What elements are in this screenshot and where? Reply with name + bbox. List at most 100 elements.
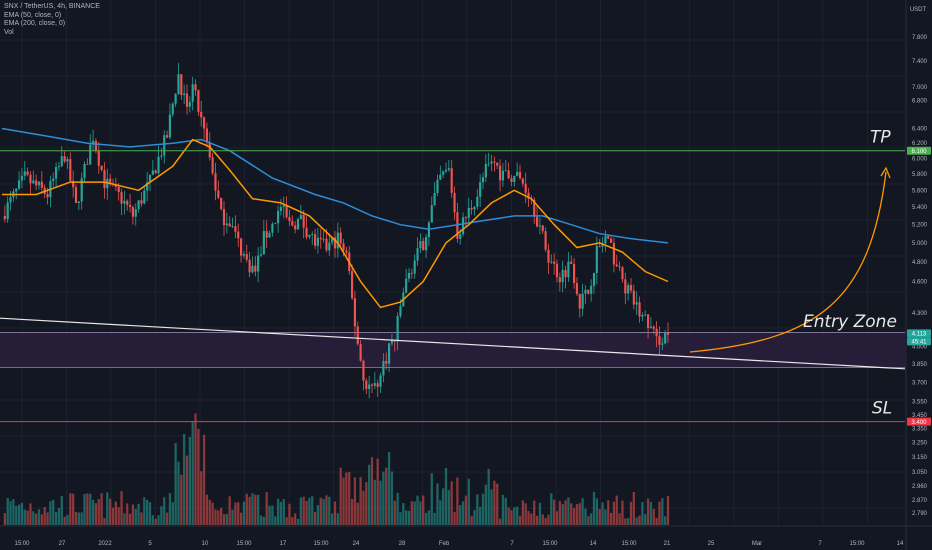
candle-body <box>607 235 610 239</box>
candle-body <box>365 380 368 390</box>
volume-bar <box>430 473 433 525</box>
volume-bar <box>54 511 58 525</box>
candle-body <box>302 214 305 228</box>
volume-bar <box>510 510 513 525</box>
candle-body <box>570 261 573 265</box>
volume-bar <box>251 493 254 525</box>
volume-bar <box>311 496 314 525</box>
volume-bar <box>646 498 650 525</box>
candle-body <box>615 264 618 267</box>
volume-bar <box>396 492 399 525</box>
price-axis[interactable]: USDT 7.800 7.400 7.000 6.800 6.400 6.200 6.000 5… <box>905 0 931 550</box>
volume-bar <box>66 514 69 525</box>
volume-bar <box>163 497 166 525</box>
projection-arrow[interactable] <box>689 171 887 353</box>
volume-bar <box>333 501 337 525</box>
time-axis[interactable]: 15:00 27 2022 5 10 15:00 17 15:00 24 28 Feb 7 15:00 1… <box>0 525 932 547</box>
candle-body <box>103 170 106 189</box>
symbol-title[interactable]: SNX / TetherUS, 4h, BINANCE <box>4 3 100 10</box>
candle-body <box>405 278 408 293</box>
volume-bar <box>94 503 98 525</box>
volume-bar <box>439 500 442 525</box>
chart-legend: SNX / TetherUS, 4h, BINANCE EMA (50, clo… <box>4 3 100 37</box>
volume-bar <box>609 512 613 525</box>
volume-bar <box>285 517 288 525</box>
volume-bar <box>416 495 419 525</box>
candle-body <box>163 135 166 156</box>
volume-bar <box>493 480 496 525</box>
volume-bar <box>220 507 223 525</box>
candle-body <box>268 232 271 238</box>
candle-body <box>629 285 633 291</box>
candle-body <box>382 360 385 376</box>
time-tick: 15:00 <box>542 541 558 547</box>
volume-bar <box>592 491 596 525</box>
candle-body <box>390 340 394 344</box>
candle-body <box>638 302 641 317</box>
candle-body <box>151 170 154 175</box>
candle-body <box>359 344 362 361</box>
volume-bar <box>473 510 476 525</box>
candle-body <box>467 207 470 219</box>
volume-bar <box>15 505 18 525</box>
candle-body <box>444 169 448 172</box>
candle-body <box>612 242 616 265</box>
volume-bar <box>516 506 519 525</box>
volume-bar <box>279 501 283 525</box>
volume-bar <box>649 501 653 525</box>
candle-body <box>183 93 186 96</box>
volume-bar <box>370 457 374 525</box>
candle-body <box>649 326 653 328</box>
candle-body <box>513 175 516 182</box>
volume-bar <box>544 518 547 525</box>
candle-body <box>595 246 598 274</box>
volume-legend[interactable]: Vol <box>4 28 14 36</box>
ema200-line <box>1 127 669 244</box>
volume-bar <box>595 498 598 525</box>
ema200-legend[interactable]: EMA (200, close, 0) <box>4 20 66 27</box>
volume-bar <box>254 494 257 525</box>
volume-bar <box>154 518 157 525</box>
candle-body <box>296 219 300 230</box>
candle-body <box>154 170 157 174</box>
volume-bar <box>533 500 536 525</box>
candle-body <box>35 180 38 186</box>
candle-body <box>279 207 283 211</box>
candle-body <box>396 316 399 342</box>
volume-bar <box>294 513 297 525</box>
volume-bar <box>521 500 524 525</box>
volume-bar <box>49 501 52 525</box>
price-tick: 2.870 <box>912 498 928 504</box>
price-tick: 6.000 <box>912 156 928 162</box>
ema50-legend[interactable]: EMA (50, close, 0) <box>4 11 62 19</box>
volume-bar <box>146 499 149 525</box>
drawing-overlays[interactable]: TP Entry Zone SL <box>0 128 906 423</box>
candle-body <box>627 285 630 294</box>
trendline[interactable] <box>0 317 906 370</box>
candle-body <box>407 272 411 279</box>
volume-bar <box>328 496 331 525</box>
volume-bar <box>658 501 661 525</box>
volume-bar <box>35 513 38 525</box>
candle-body <box>262 231 265 255</box>
volume-bar <box>405 510 408 525</box>
time-tick: 15:00 <box>849 541 865 547</box>
candle-body <box>624 279 627 294</box>
candle-body <box>89 144 92 165</box>
volume-bar <box>171 502 174 525</box>
candle-body <box>533 199 536 217</box>
candle-body <box>23 171 26 176</box>
entry-zone-box[interactable] <box>0 332 905 368</box>
volume-bar <box>621 500 624 525</box>
volume-bar <box>6 497 9 525</box>
candle-body <box>282 205 285 208</box>
volume-bar <box>319 497 322 525</box>
volume-bar <box>558 501 561 525</box>
candle-body <box>541 225 544 232</box>
candle-body <box>353 298 357 327</box>
volume-bar <box>237 502 240 525</box>
candle-body <box>146 182 149 191</box>
price-tick: 3.850 <box>912 362 928 368</box>
time-tick: 24 <box>353 541 360 547</box>
